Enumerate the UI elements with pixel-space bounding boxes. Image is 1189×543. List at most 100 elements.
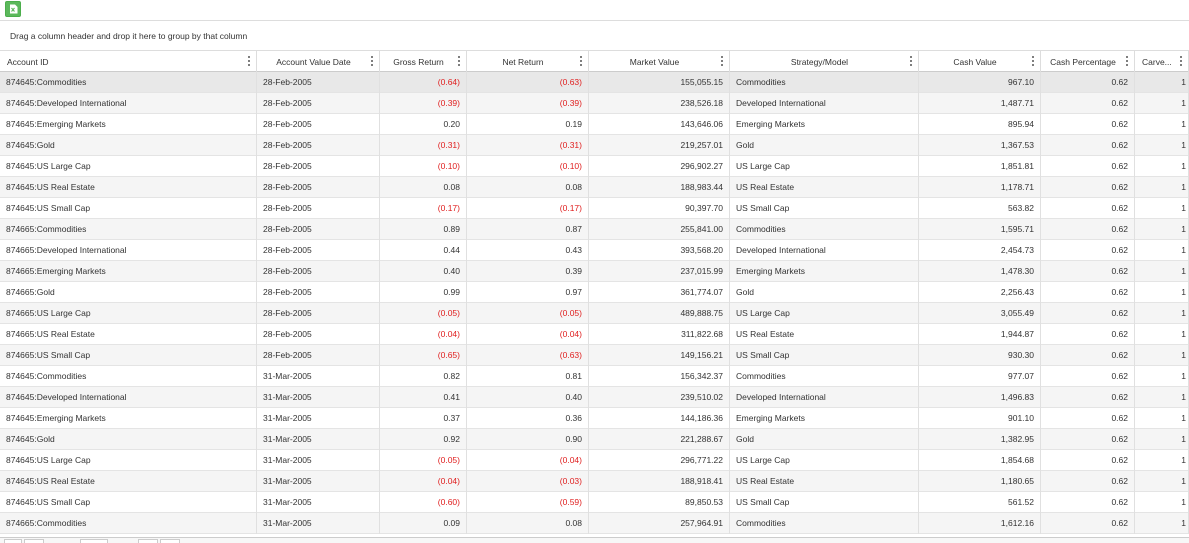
cell-cash-percentage: 0.62: [1041, 387, 1135, 408]
cell-account-id: 874665:US Large Cap: [0, 303, 257, 324]
column-header-carve-out[interactable]: Carve...: [1135, 51, 1189, 72]
cell-cash-percentage: 0.62: [1041, 282, 1135, 303]
cell-carve-out: 1: [1135, 324, 1189, 345]
table-row[interactable]: 874645:Gold 31-Mar-2005 0.92 0.90 221,288.67…: [0, 429, 1189, 450]
cell-gross-return: (0.17): [380, 198, 467, 219]
cell-net-return: 0.36: [467, 408, 589, 429]
pager-page-input[interactable]: [80, 539, 108, 543]
pager-first-button[interactable]: [4, 539, 22, 543]
cell-gross-return: (0.04): [380, 471, 467, 492]
cell-gross-return: 0.44: [380, 240, 467, 261]
column-header-label: Account Value Date: [276, 57, 351, 67]
cell-account-value-date: 31-Mar-2005: [257, 429, 380, 450]
table-row[interactable]: 874645:US Large Cap 28-Feb-2005 (0.10) (0.1…: [0, 156, 1189, 177]
pager-prev-button[interactable]: [24, 539, 44, 543]
pager-next-button[interactable]: [138, 539, 158, 543]
column-header-label: Carve...: [1142, 57, 1172, 67]
column-header-cash-value[interactable]: Cash Value: [919, 51, 1041, 72]
table-row[interactable]: 874665:Gold 28-Feb-2005 0.99 0.97 361,774.07…: [0, 282, 1189, 303]
column-menu-icon[interactable]: [1124, 55, 1130, 67]
cell-cash-value: 563.82: [919, 198, 1041, 219]
cell-account-value-date: 28-Feb-2005: [257, 240, 380, 261]
column-header-net-return[interactable]: Net Return: [467, 51, 589, 72]
cell-cash-value: 1,496.83: [919, 387, 1041, 408]
column-menu-icon[interactable]: [578, 55, 584, 67]
table-row[interactable]: 874665:Commodities 31-Mar-2005 0.09 0.08 257…: [0, 513, 1189, 534]
column-header-label: Market Value: [629, 57, 680, 67]
cell-carve-out: 1: [1135, 114, 1189, 135]
cell-account-value-date: 28-Feb-2005: [257, 114, 380, 135]
column-menu-icon[interactable]: [1178, 55, 1184, 67]
cell-strategy-model: Commodities: [730, 366, 919, 387]
table-row[interactable]: 874645:Gold 28-Feb-2005 (0.31) (0.31) 219,25…: [0, 135, 1189, 156]
table-row[interactable]: 874645:US Large Cap 31-Mar-2005 (0.05) (0.0…: [0, 450, 1189, 471]
table-row[interactable]: 874645:Commodities 28-Feb-2005 (0.64) (0.63…: [0, 72, 1189, 93]
table-row[interactable]: 874645:Emerging Markets 28-Feb-2005 0.20 0.…: [0, 114, 1189, 135]
column-menu-icon[interactable]: [719, 55, 725, 67]
cell-market-value: 296,902.27: [589, 156, 730, 177]
cell-carve-out: 1: [1135, 492, 1189, 513]
column-menu-icon[interactable]: [246, 55, 252, 67]
cell-cash-percentage: 0.62: [1041, 156, 1135, 177]
table-row[interactable]: 874645:Emerging Markets 31-Mar-2005 0.37 0.…: [0, 408, 1189, 429]
table-row[interactable]: 874665:US Large Cap 28-Feb-2005 (0.05) (0.0…: [0, 303, 1189, 324]
cell-cash-value: 2,454.73: [919, 240, 1041, 261]
cell-strategy-model: Commodities: [730, 72, 919, 93]
cell-gross-return: 0.41: [380, 387, 467, 408]
table-row[interactable]: 874665:US Real Estate 28-Feb-2005 (0.04) (0…: [0, 324, 1189, 345]
column-menu-icon[interactable]: [1030, 55, 1036, 67]
cell-cash-percentage: 0.62: [1041, 303, 1135, 324]
cell-net-return: 0.39: [467, 261, 589, 282]
cell-net-return: 0.81: [467, 366, 589, 387]
column-header-strategy-model[interactable]: Strategy/Model: [730, 51, 919, 72]
cell-cash-percentage: 0.62: [1041, 366, 1135, 387]
column-menu-icon[interactable]: [369, 55, 375, 67]
table-row[interactable]: 874645:US Real Estate 28-Feb-2005 0.08 0.08…: [0, 177, 1189, 198]
cell-strategy-model: Emerging Markets: [730, 261, 919, 282]
cell-account-id: 874645:Commodities: [0, 366, 257, 387]
cell-carve-out: 1: [1135, 177, 1189, 198]
column-header-account-id[interactable]: Account ID: [0, 51, 257, 72]
cell-gross-return: (0.31): [380, 135, 467, 156]
cell-account-id: 874645:Developed International: [0, 387, 257, 408]
cell-market-value: 188,983.44: [589, 177, 730, 198]
cell-gross-return: (0.65): [380, 345, 467, 366]
table-row[interactable]: 874645:US Small Cap 28-Feb-2005 (0.17) (0.1…: [0, 198, 1189, 219]
table-row[interactable]: 874665:Emerging Markets 28-Feb-2005 0.40 0.…: [0, 261, 1189, 282]
cell-cash-value: 977.07: [919, 366, 1041, 387]
column-header-cash-percentage[interactable]: Cash Percentage: [1041, 51, 1135, 72]
excel-export-button[interactable]: [5, 1, 21, 17]
cell-net-return: (0.39): [467, 93, 589, 114]
column-header-market-value[interactable]: Market Value: [589, 51, 730, 72]
cell-cash-percentage: 0.62: [1041, 240, 1135, 261]
cell-net-return: (0.59): [467, 492, 589, 513]
table-row[interactable]: 874645:Developed International 28-Feb-200…: [0, 93, 1189, 114]
cell-cash-value: 1,851.81: [919, 156, 1041, 177]
table-row[interactable]: 874665:US Small Cap 28-Feb-2005 (0.65) (0.6…: [0, 345, 1189, 366]
table-row[interactable]: 874645:US Small Cap 31-Mar-2005 (0.60) (0.5…: [0, 492, 1189, 513]
column-menu-icon[interactable]: [908, 55, 914, 67]
group-by-drop-panel[interactable]: Drag a column header and drop it here to…: [0, 20, 1189, 51]
cell-gross-return: (0.39): [380, 93, 467, 114]
cell-cash-value: 1,612.16: [919, 513, 1041, 534]
cell-account-id: 874665:US Small Cap: [0, 345, 257, 366]
cell-net-return: (0.10): [467, 156, 589, 177]
cell-strategy-model: US Real Estate: [730, 177, 919, 198]
table-row[interactable]: 874645:US Real Estate 31-Mar-2005 (0.04) (0…: [0, 471, 1189, 492]
column-menu-icon[interactable]: [456, 55, 462, 67]
cell-strategy-model: Commodities: [730, 219, 919, 240]
cell-gross-return: 0.20: [380, 114, 467, 135]
column-header-gross-return[interactable]: Gross Return: [380, 51, 467, 72]
table-row[interactable]: 874645:Developed International 31-Mar-200…: [0, 387, 1189, 408]
pager-last-button[interactable]: [160, 539, 180, 543]
cell-carve-out: 1: [1135, 240, 1189, 261]
table-row[interactable]: 874665:Commodities 28-Feb-2005 0.89 0.87 255…: [0, 219, 1189, 240]
cell-market-value: 155,055.15: [589, 72, 730, 93]
column-header-account-value-date[interactable]: Account Value Date: [257, 51, 380, 72]
cell-gross-return: 0.92: [380, 429, 467, 450]
table-row[interactable]: 874665:Developed International 28-Feb-200…: [0, 240, 1189, 261]
cell-strategy-model: US Small Cap: [730, 198, 919, 219]
cell-account-id: 874645:US Small Cap: [0, 198, 257, 219]
table-row[interactable]: 874645:Commodities 31-Mar-2005 0.82 0.81 156…: [0, 366, 1189, 387]
cell-carve-out: 1: [1135, 261, 1189, 282]
